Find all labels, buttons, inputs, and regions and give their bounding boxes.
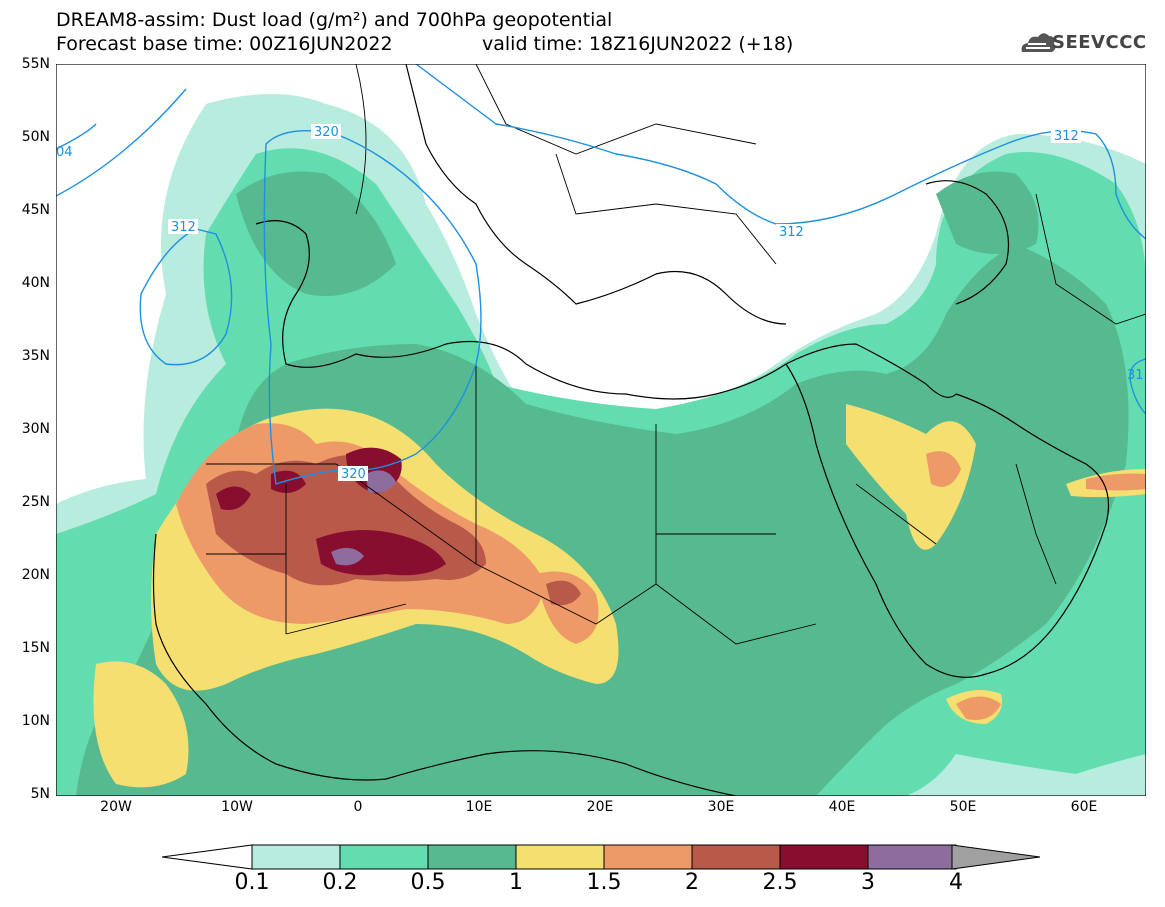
lon-label: 50E <box>949 799 977 815</box>
lon-label: 0 <box>353 799 363 815</box>
lat-label: 30N <box>21 421 50 437</box>
colorbar-cell <box>691 844 781 870</box>
lon-label: 30E <box>707 799 735 815</box>
lon-label: 40E <box>828 799 856 815</box>
colorbar-label: 2.5 <box>762 870 798 895</box>
logo-text: SEEVCCC <box>1052 32 1147 53</box>
valid-time: valid time: 18Z16JUN2022 (+18) <box>482 33 794 55</box>
colorbar-cell <box>251 844 341 870</box>
colorbar-label: 2 <box>685 870 699 895</box>
lon-label: 10E <box>465 799 493 815</box>
colorbar-label: 4 <box>949 870 963 895</box>
lat-label: 10N <box>21 713 50 729</box>
contour-label: 312 <box>171 220 196 235</box>
lat-label: 20N <box>21 567 50 583</box>
dust-map <box>56 64 1146 796</box>
lat-label: 25N <box>21 494 50 510</box>
colorbar-cell <box>779 844 869 870</box>
geopotential-contours <box>56 64 1146 485</box>
colorbar-label: 1 <box>509 870 523 895</box>
lat-label: 45N <box>21 202 50 218</box>
colorbar-cell <box>427 844 517 870</box>
colorbar-label: 0.2 <box>322 870 358 895</box>
contour-label: 31 <box>1127 368 1144 383</box>
lat-label: 55N <box>21 56 50 72</box>
map-title: DREAM8-assim: Dust load (g/m²) and 700hP… <box>56 9 613 31</box>
colorbar <box>161 844 1040 870</box>
lon-label: 20E <box>586 799 614 815</box>
lat-label: 5N <box>30 786 50 802</box>
cloud-logo-icon <box>1021 33 1056 52</box>
forecast-base-time: Forecast base time: 00Z16JUN2022 <box>56 33 393 55</box>
contour-labels: 320 312 320 312 312 04 31 <box>56 124 1144 482</box>
dust-level-2.5 <box>216 486 251 510</box>
colorbar-cell <box>867 844 957 870</box>
colorbar-above-arrow <box>951 844 1040 870</box>
lat-label: 35N <box>21 348 50 364</box>
colorbar-label: 0.5 <box>410 870 446 895</box>
lat-label: 15N <box>21 640 50 656</box>
colorbar-cell <box>515 844 605 870</box>
lon-label: 20W <box>100 799 132 815</box>
lon-label: 10W <box>221 799 253 815</box>
dust-level-3 <box>366 470 396 493</box>
lon-label: 60E <box>1070 799 1098 815</box>
colorbar-label: 1.5 <box>586 870 622 895</box>
colorbar-cell <box>339 844 429 870</box>
coastlines <box>152 64 1110 796</box>
lat-label: 50N <box>21 129 50 145</box>
dust-level-0.5 <box>76 244 1129 796</box>
colorbar-below-arrow <box>161 844 253 870</box>
country-borders <box>206 64 1146 645</box>
colorbar-cell <box>603 844 693 870</box>
colorbar-label: 0.1 <box>234 870 270 895</box>
lat-label: 40N <box>21 275 50 291</box>
colorbar-label: 3 <box>861 870 875 895</box>
contour-label: 312 <box>779 225 804 240</box>
contour-label: 320 <box>341 467 366 482</box>
contour-label: 312 <box>1054 129 1079 144</box>
contour-label: 04 <box>56 145 73 160</box>
contour-label: 320 <box>314 125 339 140</box>
